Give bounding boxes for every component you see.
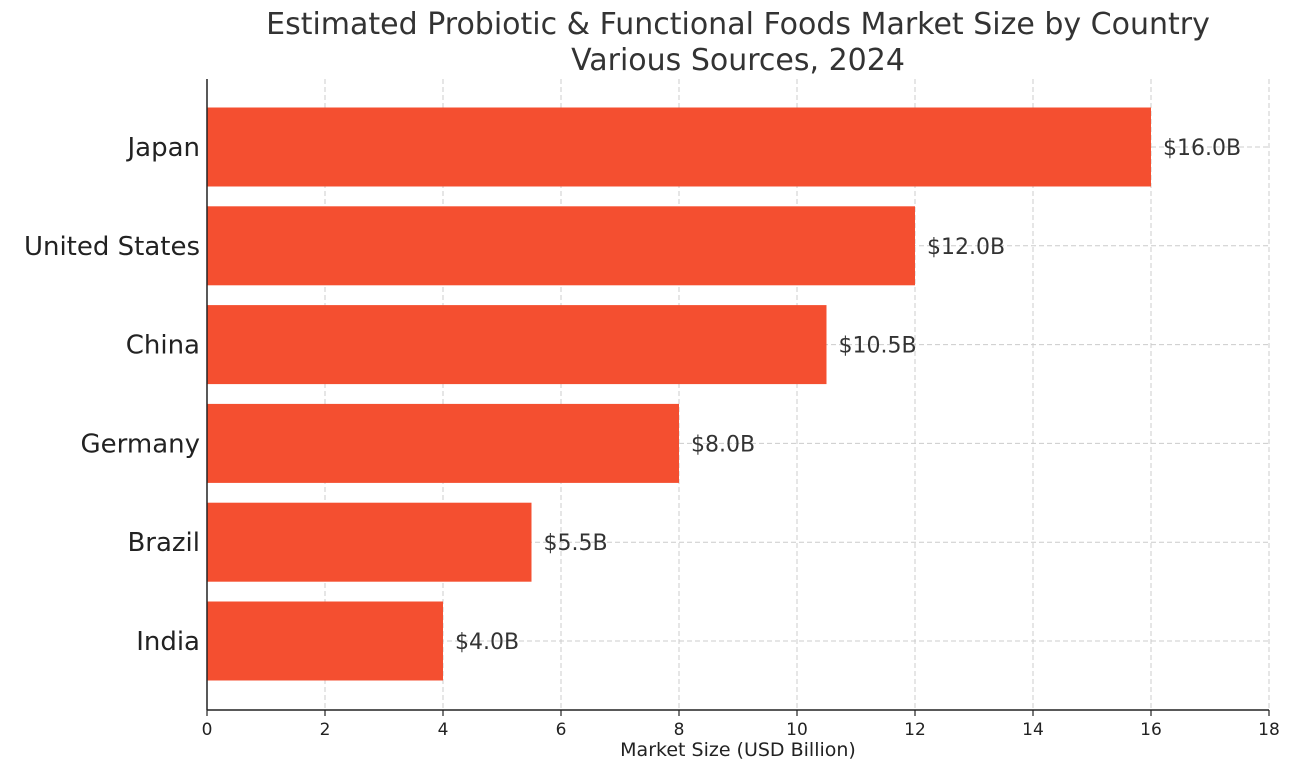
bar-united-states — [207, 206, 915, 286]
category-label: Japan — [125, 133, 200, 163]
x-tick-label: 6 — [556, 720, 567, 740]
x-tick-label: 0 — [202, 720, 213, 740]
value-labels: $16.0B $12.0B $10.5B $8.0B $5.5B $4.0B — [455, 136, 1241, 655]
value-label: $4.0B — [455, 630, 519, 655]
category-label: Germany — [80, 429, 200, 459]
value-label: $8.0B — [691, 432, 755, 457]
bar-germany — [207, 403, 679, 483]
x-tick-label: 12 — [904, 720, 926, 740]
x-tick-label: 14 — [1022, 720, 1044, 740]
category-label: Brazil — [127, 528, 200, 558]
chart-title-line1: Estimated Probiotic & Functional Foods M… — [266, 7, 1210, 42]
bars — [207, 107, 1151, 681]
x-tick-label: 4 — [438, 720, 449, 740]
x-tick-label: 8 — [674, 720, 685, 740]
category-label: United States — [24, 232, 200, 262]
bar-brazil — [207, 502, 532, 582]
bar-japan — [207, 107, 1151, 187]
x-tick-label: 2 — [320, 720, 331, 740]
bar-india — [207, 601, 443, 681]
x-axis-ticks: 0 2 4 6 8 10 12 14 16 18 — [202, 710, 1280, 740]
chart-title-line2: Various Sources, 2024 — [571, 43, 905, 78]
x-tick-label: 16 — [1140, 720, 1162, 740]
value-label: $5.5B — [544, 531, 608, 556]
category-label: China — [126, 331, 200, 361]
bar-china — [207, 305, 827, 385]
x-tick-label: 10 — [786, 720, 808, 740]
category-label: India — [136, 627, 200, 657]
value-label: $16.0B — [1163, 136, 1241, 161]
category-labels: Japan United States China Germany Brazil Indi… — [24, 133, 200, 657]
x-tick-label: 18 — [1258, 720, 1280, 740]
x-axis-title: Market Size (USD Billion) — [620, 739, 856, 761]
value-label: $10.5B — [839, 334, 917, 359]
value-label: $12.0B — [927, 235, 1005, 260]
